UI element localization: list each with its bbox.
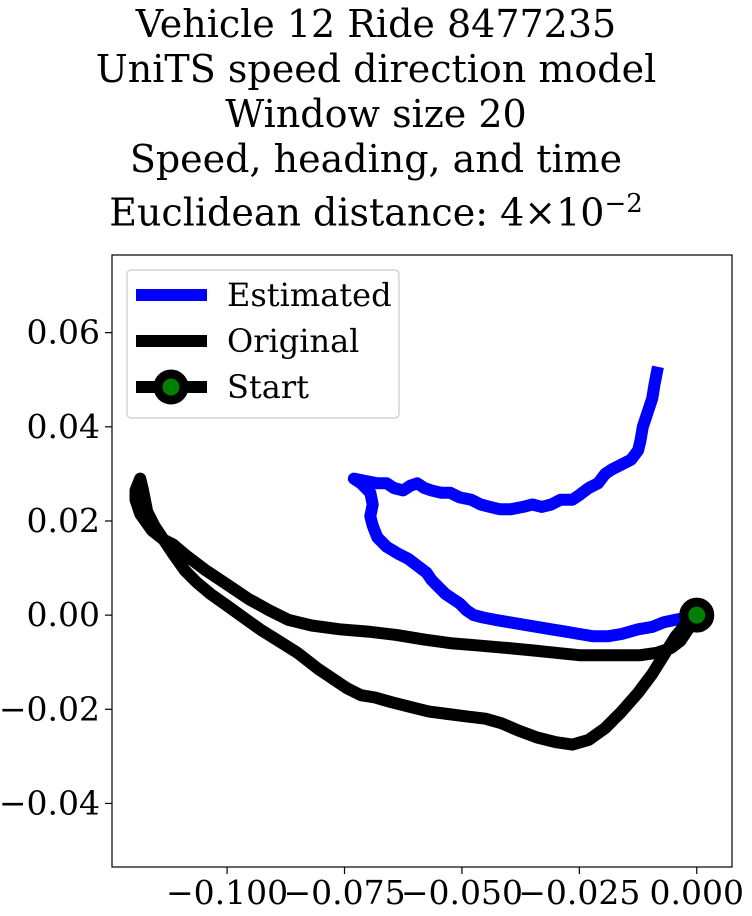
chart-title: Vehicle 12 Ride 8477235 UniTS speed dire… (0, 2, 752, 236)
title-distance-prefix: Euclidean distance: 4 (109, 190, 525, 235)
series-line-estimated (347, 365, 705, 643)
title-line-1: Vehicle 12 Ride 8477235 (135, 2, 617, 46)
title-line-3: Window size 20 (225, 92, 527, 136)
y-tick-label: −0.04 (0, 783, 100, 822)
legend: Estimated Original Start (126, 269, 400, 419)
series-layer (129, 365, 715, 751)
series-line-original (129, 472, 706, 751)
legend-swatch-start-marker (153, 369, 189, 405)
title-line-2: UniTS speed direction model (95, 47, 657, 91)
title-line-5: Euclidean distance: 4×10−2 (0, 182, 752, 236)
y-axis: −0.04 −0.02 0.00 0.02 0.04 0.06 (0, 313, 112, 822)
x-tick-label: −0.050 (401, 873, 523, 912)
title-distance-times: × (524, 190, 557, 235)
y-tick-label: 0.04 (27, 407, 100, 446)
x-axis: −0.100−0.075−0.050−0.025 0.000 (166, 867, 744, 912)
y-tick-label: −0.02 (0, 689, 100, 728)
title-line-4: Speed, heading, and time (129, 137, 623, 181)
x-tick-label: −0.025 (518, 873, 640, 912)
legend-label-start: Start (227, 368, 309, 406)
x-tick-label: −0.100 (166, 873, 288, 912)
start-marker (679, 597, 715, 633)
legend-label-estimated: Estimated (227, 276, 392, 314)
plot-frame (111, 254, 733, 868)
y-tick-label: 0.00 (27, 595, 100, 634)
y-tick-label: 0.02 (27, 501, 100, 540)
y-tick-label: 0.06 (27, 313, 100, 352)
x-tick-label: 0.000 (650, 873, 744, 912)
legend-label-original: Original (227, 322, 359, 360)
x-tick-label: −0.075 (283, 873, 405, 912)
title-distance-base: 10 (556, 190, 605, 235)
title-distance-exponent: −2 (604, 189, 643, 219)
